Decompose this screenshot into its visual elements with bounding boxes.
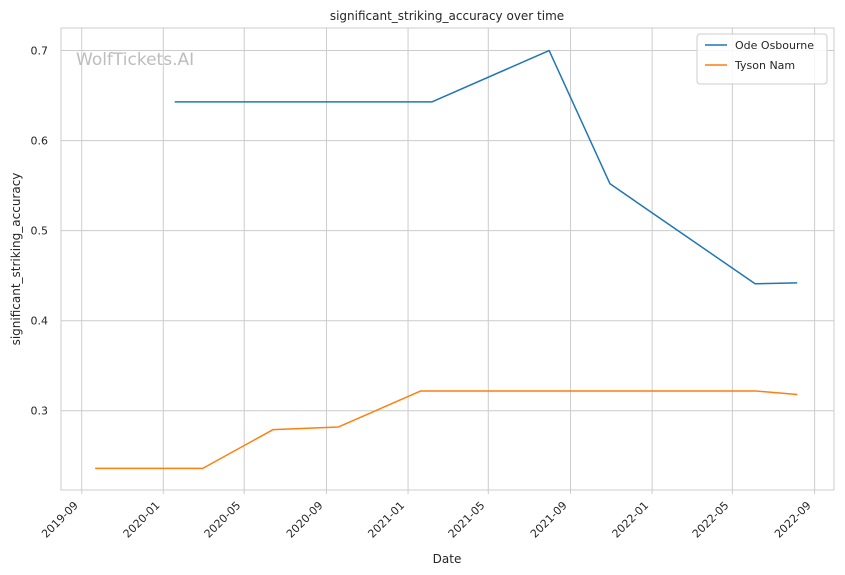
y-tick-label: 0.6 (31, 135, 49, 148)
x-tick-label: 2019-09 (39, 499, 81, 541)
plot-frame (60, 27, 835, 491)
legend-box (696, 33, 828, 85)
y-tick-label: 0.3 (31, 405, 49, 418)
legend-label-1: Ode Osbourne (735, 39, 814, 52)
plot-background (61, 28, 834, 490)
series-line-2 (95, 390, 798, 470)
x-tick-label: 2022-09 (772, 499, 814, 541)
y-tick-label: 0.4 (31, 315, 49, 328)
legend: Ode Osbourne Tyson Nam (696, 33, 828, 85)
watermark: WolfTickets.AI (76, 50, 194, 70)
x-tick-label: 2021-01 (365, 499, 407, 541)
series-line-1 (174, 49, 798, 285)
y-tick-label: 0.7 (31, 45, 49, 58)
x-tick-labels: 2019-09 2020-01 2020-05 2020-09 2021-01 2021-… (39, 490, 816, 541)
y-tick-label: 0.5 (31, 225, 49, 238)
y-tick-labels: 0.3 0.4 0.5 0.6 0.7 (31, 45, 49, 418)
chart-title: significant_striking_accuracy over time (330, 9, 564, 23)
grid-lines (61, 28, 834, 490)
x-tick-label: 2022-05 (690, 499, 732, 541)
x-axis-label: Date (433, 552, 462, 566)
legend-label-2: Tyson Nam (734, 59, 795, 72)
x-tick-label: 2020-05 (202, 499, 244, 541)
y-axis-label: significant_striking_accuracy (9, 173, 23, 346)
x-tick-label: 2022-01 (610, 499, 652, 541)
x-tick-label: 2020-09 (284, 499, 326, 541)
series-layer (95, 49, 798, 470)
x-tick-label: 2020-01 (121, 499, 163, 541)
x-tick-label: 2021-05 (446, 499, 488, 541)
x-tick-label: 2021-09 (528, 499, 570, 541)
